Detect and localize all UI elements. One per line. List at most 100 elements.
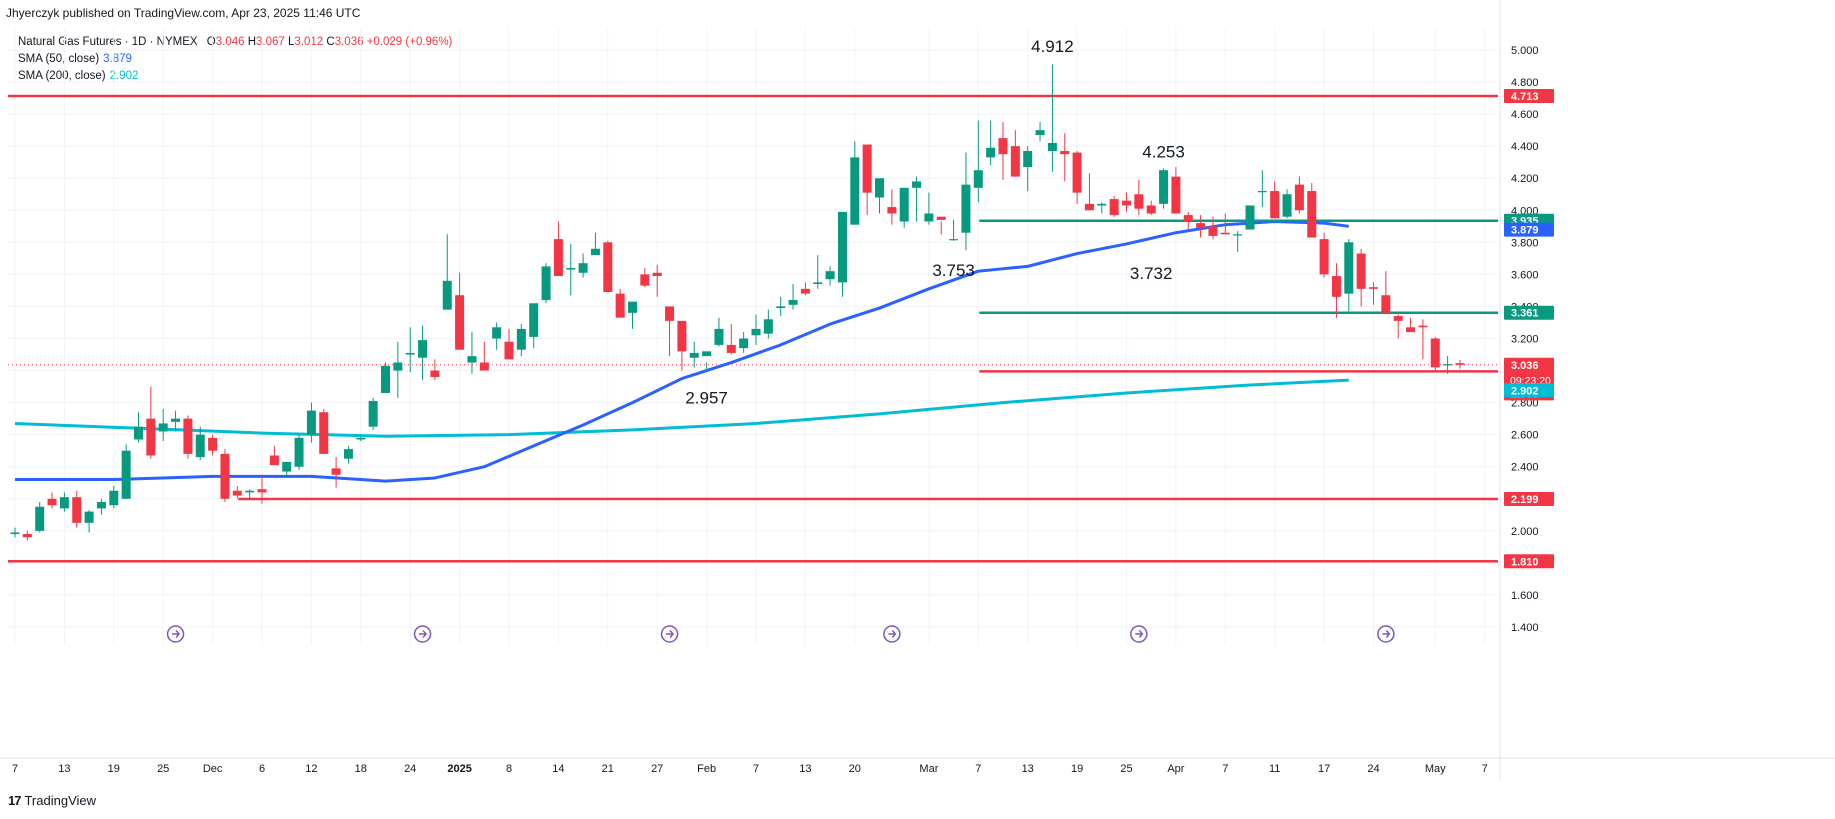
time-tick-label: 12 [305,763,317,775]
candle-body [121,450,131,499]
sma200-label: SMA (200, close) [18,70,106,82]
candle [553,221,563,276]
candle [479,341,489,371]
close-label: C [326,36,335,48]
candle [726,324,736,355]
candle [208,434,218,456]
price-tick-label: 3.800 [1511,237,1539,249]
symbol-name[interactable]: Natural Gas Futures · 1D · NYMEX [18,36,198,48]
price-tick-label: 5.000 [1511,45,1539,57]
candle [47,492,57,509]
candle [578,253,588,278]
event-marker-icon[interactable] [1377,625,1395,643]
candle [590,232,600,256]
sma200-line [14,378,1349,438]
candle-body [1369,287,1378,289]
candle-body [1023,150,1033,168]
time-tick-label: May [1425,763,1446,775]
candle [1233,231,1243,252]
candle [35,501,45,533]
candle-body [652,272,662,276]
tradingview-logo-icon: 17 [8,793,22,808]
candle-body [1047,142,1057,151]
event-marker-arrow [1135,630,1144,638]
candle [10,527,20,538]
time-tick-label: 7 [1222,763,1228,775]
candle-body [887,207,897,214]
time-tick-label: 7 [1482,763,1488,775]
event-marker-icon[interactable] [883,625,901,643]
candle-body [689,352,699,358]
low-label: L [288,36,295,48]
level-tag-bg [1504,88,1554,103]
sma50-row[interactable]: SMA (50, close) 3.879 [18,51,452,68]
event-marker-icon[interactable] [166,625,185,643]
candle [294,434,304,470]
candle [961,152,971,251]
price-tick-label: 3.600 [1511,269,1539,281]
candle-body [763,319,773,334]
footer-brand[interactable]: 17 TradingView [8,793,96,808]
time-tick-label: Mar [919,763,938,775]
candle [1146,200,1156,216]
candle-body [776,306,786,309]
candle-body [319,412,329,454]
candle-body [1146,205,1156,214]
event-marker-icon[interactable] [413,625,432,643]
candle-body [1319,239,1329,275]
candle-body [1122,200,1131,206]
candle-body [986,147,996,158]
candle-body [35,506,45,531]
event-marker-icon[interactable] [660,625,679,643]
candle [825,266,835,286]
close-value: 3.036 [334,36,364,48]
sma50-value: 3.879 [103,53,132,65]
candle-body [862,144,872,193]
price-annotation: 4.253 [1142,143,1185,162]
candle [1208,216,1218,240]
candle [541,263,551,304]
candle-body [714,328,724,345]
candle-body [899,187,909,222]
candle-body [628,301,637,313]
candle-body [1430,338,1440,368]
candle [319,409,329,454]
candle-body [22,534,32,538]
level-tag-bg [1504,554,1554,569]
candle [652,264,662,297]
event-markers[interactable] [166,625,1395,643]
sma200-row[interactable]: SMA (200, close) 2.902 [18,68,452,85]
grid [8,28,1498,645]
candle [1257,170,1267,208]
candle [949,219,959,241]
candle [566,243,576,296]
candle [837,211,847,297]
price-tag: 2.902 [1504,383,1554,398]
time-tick-label: 24 [404,763,416,775]
price-tick-label: 1.600 [1511,590,1539,602]
candle [800,282,810,296]
candle-body [1183,215,1193,222]
candle [1109,195,1119,217]
candle [405,327,415,373]
high-label: H [247,36,257,48]
candle-body [232,490,242,496]
candle-body [1294,184,1304,211]
candle [788,284,798,310]
candle [96,498,106,515]
symbol-row: Natural Gas Futures · 1D · NYMEX O3.046 … [18,34,452,51]
candle [146,386,156,459]
event-marker-arrow [419,630,428,638]
price-tags: 4.7133.9353.3612.9952.1991.8103.8793.036… [1504,88,1554,569]
time-tick-label: 24 [1367,763,1379,775]
price-tag-label: 3.879 [1511,225,1539,237]
event-marker-icon[interactable] [1130,625,1148,643]
time-tick-label: 6 [259,763,265,775]
candle-body [1344,242,1354,294]
candle-body [418,340,428,358]
time-tick-label: 2025 [447,763,471,775]
time-tick-label: 13 [1022,763,1034,775]
time-tick-label: 19 [1071,763,1083,775]
moving-averages [14,219,1349,483]
